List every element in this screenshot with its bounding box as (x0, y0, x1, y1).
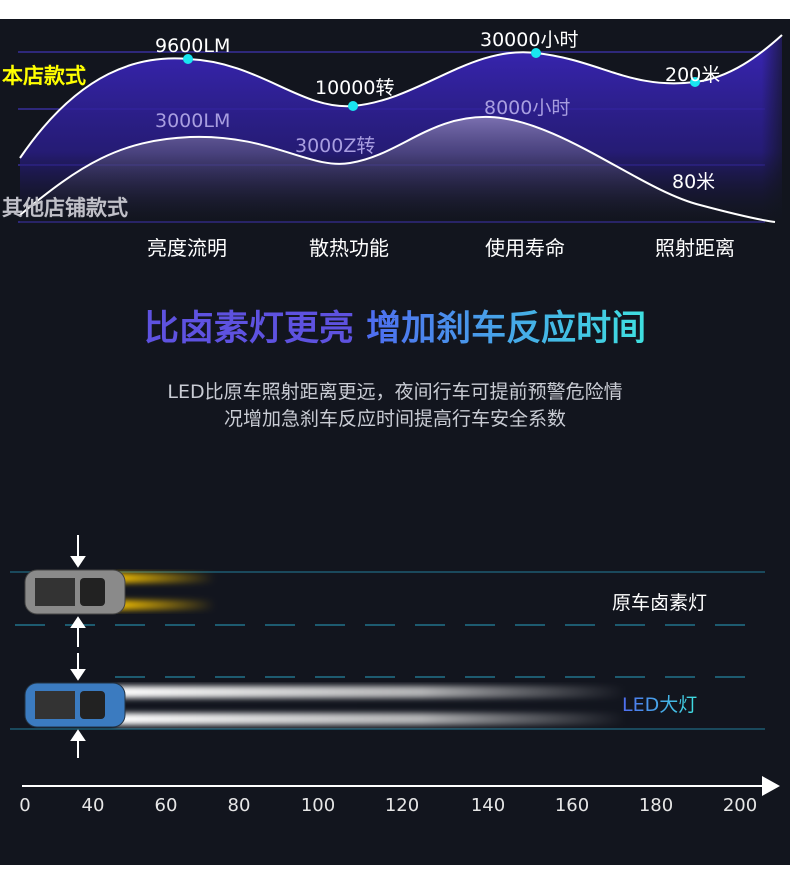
axis-arrow-icon (762, 776, 780, 796)
axis-tick: 140 (470, 795, 506, 816)
others-curve (19, 115, 776, 223)
halogen-car (24, 569, 126, 615)
data-point (531, 48, 541, 58)
headline: 比卤素灯更亮 增加刹车反应时间 (0, 300, 790, 351)
others-value: 3000Z转 (295, 135, 376, 157)
others-area (20, 116, 775, 230)
halogen-beams (115, 573, 215, 610)
data-point (348, 101, 358, 111)
axis-tick: 40 (81, 795, 105, 816)
category-label: 使用寿命 (485, 236, 565, 260)
headline-part1: 比卤素灯更亮 (143, 309, 354, 349)
ours-label: 本店款式 (2, 64, 86, 88)
others-value: 80米 (672, 171, 716, 193)
axis-tick: 0 (19, 795, 31, 816)
axis-tick: 180 (638, 795, 674, 816)
data-point (183, 54, 193, 64)
ours-value: 9600LM (155, 35, 231, 57)
category-label: 照射距离 (655, 236, 735, 260)
category-label: 亮度流明 (147, 236, 227, 260)
axis-tick: 160 (554, 795, 590, 816)
axis-tick: 200 (722, 795, 758, 816)
others-label: 其他店铺款式 (2, 196, 128, 220)
category-label: 散热功能 (309, 236, 389, 260)
ours-value: 200米 (665, 64, 721, 86)
description-line: LED比原车照射距离更远，夜间行车可提前预警危险情 (167, 381, 623, 403)
distance-diagram (10, 535, 780, 796)
axis-tick: 100 (300, 795, 336, 816)
comparison-curves (18, 19, 790, 239)
data-point (690, 77, 700, 87)
others-value: 8000小时 (484, 97, 571, 119)
ours-value: 10000转 (315, 77, 395, 99)
arrows (70, 535, 86, 758)
axis-tick: 120 (384, 795, 420, 816)
others-value: 3000LM (155, 110, 231, 132)
led-beams (115, 686, 625, 725)
axis-tick: 80 (227, 795, 251, 816)
axis-tick: 60 (154, 795, 178, 816)
led-car (24, 682, 126, 728)
description-line: 况增加急刹车反应时间提高行车安全系数 (223, 408, 566, 430)
ours-value: 30000小时 (480, 29, 579, 51)
led-label: LED大灯 (622, 690, 697, 717)
halogen-label: 原车卤素灯 (612, 592, 708, 614)
headline-part2: 增加刹车反应时间 (366, 309, 647, 349)
